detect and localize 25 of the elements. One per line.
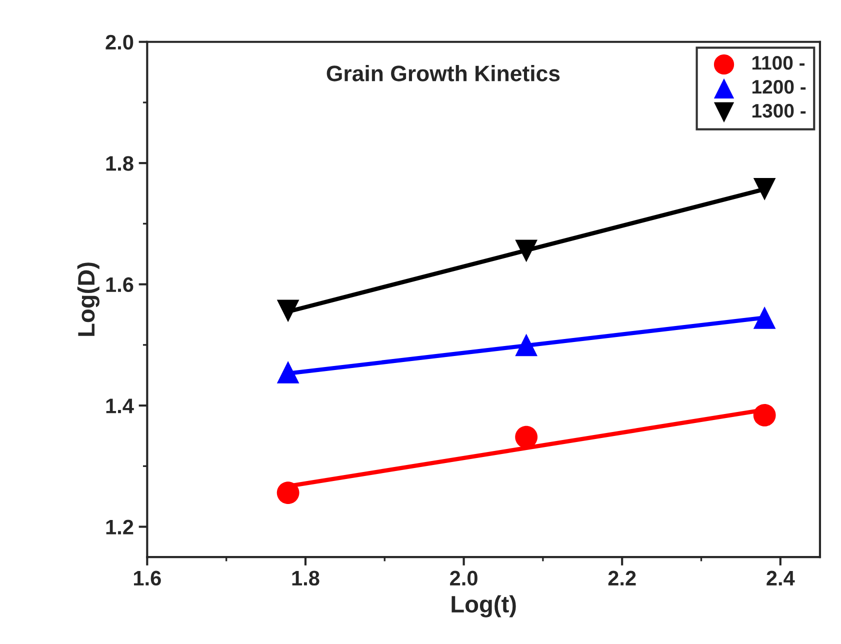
y-tick-label: 2.0: [106, 34, 134, 50]
point: [515, 240, 538, 262]
legend-label: 1200 -: [752, 80, 806, 94]
x-axis-title: Log(t): [452, 595, 516, 618]
point: [515, 334, 538, 356]
point: [753, 306, 776, 329]
point: [753, 404, 776, 426]
point: [753, 178, 776, 200]
point: [276, 360, 300, 384]
x-tick-label: 1.8: [292, 570, 320, 586]
point: [515, 426, 538, 448]
y-tick-label: 1.8: [106, 156, 134, 171]
x-tick-label: 2.0: [450, 570, 478, 586]
y-tick-label: 1.2: [106, 520, 134, 534]
x-tick-label: 2.4: [766, 570, 795, 586]
x-tick-label: 2.2: [608, 570, 636, 586]
text: Grain Growth Kinetics: [326, 65, 560, 82]
point: [276, 300, 300, 322]
legend-label: 1100 -: [752, 56, 805, 70]
point: [276, 482, 300, 504]
y-tick-label: 1.4: [106, 398, 134, 414]
legend-label: 1300 -: [752, 104, 806, 118]
y-axis-title: Log(D): [77, 262, 100, 336]
x-tick-label: 1.6: [134, 570, 161, 586]
y-tick-label: 1.6: [106, 277, 134, 292]
